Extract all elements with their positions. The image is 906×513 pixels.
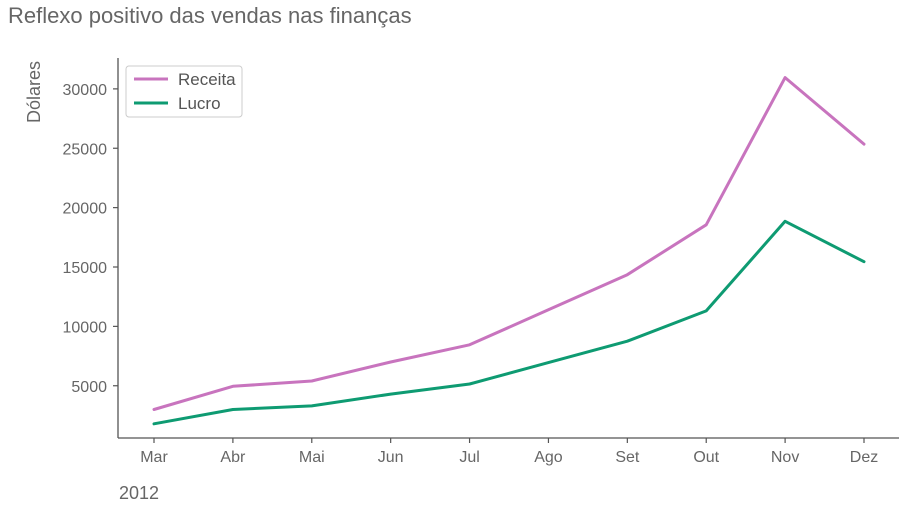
y-tick-label: 30000 — [63, 82, 108, 99]
y-axis-ticks: 5000 10000 15000 20000 25000 30000 — [63, 82, 118, 396]
legend-label-receita: Receita — [178, 70, 236, 89]
data-point-receita — [626, 273, 629, 276]
data-point-lucro — [705, 309, 708, 313]
series-layer — [152, 76, 866, 426]
y-tick-label: 25000 — [63, 141, 108, 158]
legend: Receita Lucro — [125, 65, 243, 118]
x-tick-label: Jun — [378, 449, 404, 466]
x-tick-label: Abr — [220, 449, 246, 466]
data-point-lucro — [231, 408, 235, 411]
data-point-receita — [310, 379, 313, 383]
data-point-receita — [468, 343, 471, 346]
data-point-receita — [783, 76, 787, 79]
data-point-receita — [862, 142, 866, 146]
x-tick-label: Mai — [299, 449, 325, 466]
data-point-lucro — [547, 361, 550, 364]
x-axis-label: 2012 — [119, 483, 159, 503]
series-line-receita — [152, 76, 866, 411]
data-point-lucro — [626, 340, 629, 343]
y-tick-label: 15000 — [63, 260, 108, 277]
x-tick-label: Out — [693, 449, 719, 466]
data-point-receita — [705, 223, 708, 227]
data-point-lucro — [783, 220, 787, 223]
y-tick-label: 5000 — [71, 379, 107, 396]
x-tick-label: Jul — [459, 449, 479, 466]
x-tick-label: Nov — [771, 449, 799, 466]
x-axis-ticks: Mar Abr Mai Jun Jul Ago Set Out Nov Dez — [140, 438, 878, 466]
legend-label-lucro: Lucro — [178, 94, 221, 113]
y-tick-label: 20000 — [63, 201, 108, 218]
x-tick-label: Ago — [534, 449, 563, 466]
data-point-lucro — [862, 260, 866, 263]
y-tick-label: 10000 — [63, 319, 108, 336]
series-line-lucro — [152, 219, 866, 426]
data-point-receita — [547, 308, 550, 311]
data-point-lucro — [389, 392, 392, 396]
data-point-lucro — [152, 422, 156, 425]
data-point-receita — [231, 385, 235, 388]
x-tick-label: Set — [615, 449, 640, 466]
data-point-receita — [389, 360, 392, 364]
data-point-receita — [152, 408, 156, 411]
chart-title: Reflexo positivo das vendas nas finanças — [8, 3, 412, 28]
x-tick-label: Dez — [850, 449, 878, 466]
data-point-lucro — [310, 404, 313, 408]
y-axis-label: Dólares — [24, 61, 44, 123]
data-point-lucro — [468, 382, 471, 386]
x-tick-label: Mar — [140, 449, 168, 466]
